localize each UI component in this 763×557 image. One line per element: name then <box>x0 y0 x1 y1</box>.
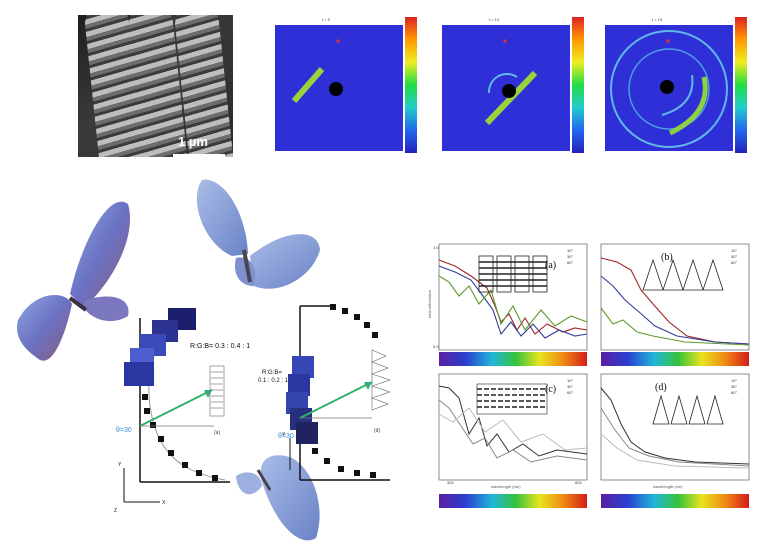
model-right: R:G:B= 0.1 : 0.2 : 1 θ=30 (d) Y <box>258 304 390 480</box>
y-tick: 0.0 <box>433 344 439 349</box>
spectrum-panel-c: (c) 10° 30° 60° wavelength (nm) 300 800 <box>439 374 587 489</box>
fdtd-title: t = 10 <box>489 17 500 22</box>
y-tick: 1.0 <box>433 245 439 250</box>
plot-frame <box>439 244 587 350</box>
colorbar-3 <box>735 17 747 153</box>
fdtd-panel-2: t = 10 <box>437 15 572 155</box>
angle-marker <box>312 448 318 454</box>
angle-marker <box>354 314 360 320</box>
legend-entry: 30° <box>731 254 737 259</box>
spectrum-colorbar <box>439 494 587 508</box>
fdtd-panel-1: t = 5 <box>270 15 405 155</box>
angle-marker <box>354 470 360 476</box>
butterfly-1 <box>17 202 130 361</box>
legend-entry: 10° <box>567 248 573 253</box>
angle-marker <box>342 308 348 314</box>
angle-marker <box>372 332 378 338</box>
angle-marker <box>144 408 150 414</box>
spectrum-panel-a: total reflectance (a) 10° 30° 60° 1.0 0.… <box>427 244 587 350</box>
rgb-ratio-label: R:G:B= <box>262 370 282 376</box>
source-point <box>336 39 339 42</box>
butterfly-wing <box>250 234 320 289</box>
incident-ray <box>300 382 372 418</box>
spectrum-panel-d: (d) 10° 30° 60° wavelength (nm) <box>601 374 749 489</box>
rgb-ratio-value: 0.1 : 0.2 : 1 <box>258 378 289 384</box>
x-tick: 300 <box>447 480 454 485</box>
angle-label: θ=30 <box>278 433 294 440</box>
fdtd-title: t = 5 <box>322 17 331 22</box>
legend-entry: 30° <box>731 384 737 389</box>
multilayer-inset <box>479 256 547 292</box>
spectrum-colorbar <box>439 352 587 366</box>
legend-entry: 10° <box>731 378 737 383</box>
butterfly-wing <box>236 472 262 494</box>
y-axis-title: total reflectance <box>427 289 432 318</box>
model-left: R:G:B= 0.3 : 0.4 : 1 θ=30 (a) Y X Z <box>114 308 250 514</box>
z-axis-label: Z <box>114 508 117 514</box>
spectrum-colorbar <box>601 352 749 366</box>
angle-marker <box>168 450 174 456</box>
obstacle <box>660 80 674 94</box>
color-square <box>124 362 154 386</box>
legend-entry: 60° <box>731 390 737 395</box>
scale-label: 1 µm <box>178 134 208 149</box>
tree-ridge <box>372 350 386 362</box>
obstacle <box>329 82 343 96</box>
angle-marker <box>142 394 148 400</box>
y-axis-label: Y <box>118 462 122 468</box>
legend-entry: 30° <box>567 254 573 259</box>
butterfly-wing <box>17 295 72 361</box>
spectrum-panel-b: (b) 10° 30° 60° <box>601 244 749 350</box>
x-axis-label: X <box>162 500 166 506</box>
butterfly-wing <box>70 202 130 308</box>
butterfly-wing <box>197 180 248 256</box>
panel-label: (b) <box>661 252 673 263</box>
reflectance-figure: total reflectance (a) 10° 30° 60° 1.0 0.… <box>425 238 763 518</box>
scale-bar <box>173 154 225 157</box>
panel-label: (c) <box>545 384 556 395</box>
butterfly-3 <box>236 455 320 540</box>
angle-label: θ=30 <box>116 427 132 434</box>
angle-marker <box>196 470 202 476</box>
panel-label: (d) <box>374 428 380 434</box>
angle-marker <box>364 322 370 328</box>
colorbar-1 <box>405 17 417 153</box>
rgb-ratio-label: R:G:B= 0.3 : 0.4 : 1 <box>190 343 250 350</box>
angle-marker <box>182 462 188 468</box>
colorbar-2 <box>572 17 584 153</box>
legend-entry: 60° <box>731 260 737 265</box>
butterfly-wing <box>84 297 129 322</box>
angle-marker <box>158 436 164 442</box>
angle-marker <box>330 304 336 310</box>
angle-marker <box>150 422 156 428</box>
panel-label: (a) <box>545 260 556 271</box>
source-point <box>503 39 506 42</box>
spectrum-colorbar <box>601 494 749 508</box>
angle-marker <box>370 472 376 478</box>
legend-entry: 60° <box>567 260 573 265</box>
sem-micrograph: 1 µm <box>78 15 233 157</box>
legend-entry: 60° <box>567 390 573 395</box>
legend-entry: 10° <box>567 378 573 383</box>
plot-frame <box>601 244 749 350</box>
fdtd-title: t = 15 <box>652 17 663 22</box>
butterfly-2 <box>197 180 320 289</box>
source-point <box>666 39 669 42</box>
obstacle <box>502 84 516 98</box>
x-axis-title: wavelength (nm) <box>491 484 521 489</box>
angle-marker <box>338 466 344 472</box>
x-axis-title: wavelength (nm) <box>653 484 683 489</box>
color-square <box>296 422 318 444</box>
x-tick: 800 <box>575 480 582 485</box>
legend-entry: 10° <box>731 248 737 253</box>
panel-label: (a) <box>214 430 220 436</box>
panel-label: (d) <box>655 382 667 393</box>
legend-entry: 30° <box>567 384 573 389</box>
fdtd-panel-3: t = 15 <box>600 15 735 155</box>
angle-marker <box>212 475 218 481</box>
butterfly-model-figure: R:G:B= 0.3 : 0.4 : 1 θ=30 (a) Y X Z <box>0 170 420 557</box>
angle-marker <box>324 458 330 464</box>
